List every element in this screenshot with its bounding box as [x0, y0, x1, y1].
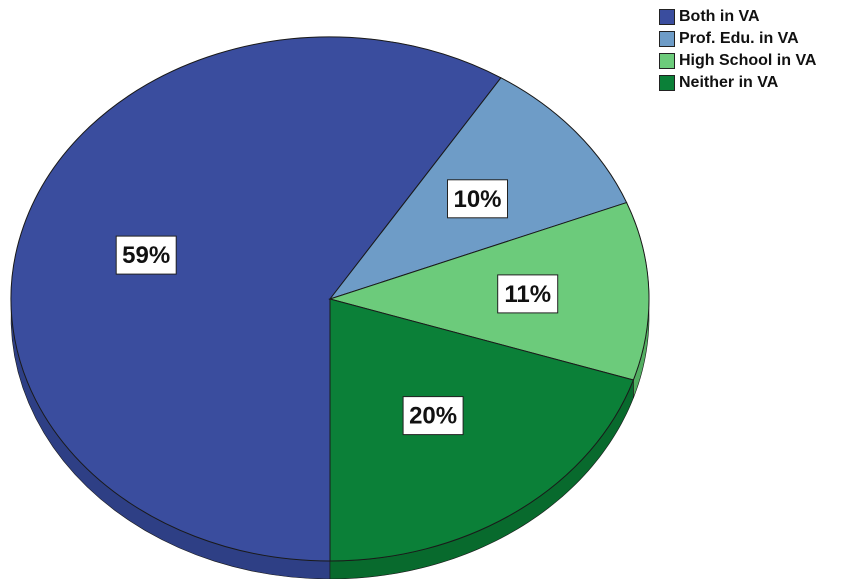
- legend-label: Neither in VA: [679, 74, 779, 91]
- pie-label: 20%: [402, 396, 464, 436]
- pie-slice-0: [10, 36, 502, 562]
- legend-swatch: [659, 9, 675, 25]
- pie-label-group: 59% 10% 11% 20%: [115, 179, 559, 436]
- legend-swatch: [659, 75, 675, 91]
- pie-slice-2: [328, 201, 650, 381]
- legend-item: Neither in VA: [659, 72, 816, 94]
- legend-label: Prof. Edu. in VA: [679, 30, 799, 47]
- pie-label-box: [115, 235, 177, 275]
- legend-item: High School in VA: [659, 50, 816, 72]
- pie-label-text: 10%: [453, 186, 501, 213]
- legend-item: Both in VA: [659, 6, 816, 28]
- pie-label-text: 59%: [122, 242, 170, 269]
- pie-label-box: [497, 274, 559, 314]
- pie-label: 59%: [115, 235, 177, 275]
- legend-swatch: [659, 53, 675, 69]
- pie-label-box: [447, 179, 508, 219]
- legend-label: Both in VA: [679, 8, 760, 25]
- legend-label: High School in VA: [679, 52, 817, 69]
- pie-slice-3: [329, 298, 635, 562]
- pie-slice-group: [10, 36, 650, 562]
- legend: Both in VA Prof. Edu. in VA High School …: [659, 6, 816, 94]
- pie-label-box: [402, 396, 464, 436]
- pie-label-text: 11%: [504, 281, 551, 308]
- pie-label-text: 20%: [409, 403, 457, 430]
- legend-item: Prof. Edu. in VA: [659, 28, 816, 50]
- pie-label: 11%: [497, 274, 559, 314]
- pie-label: 10%: [447, 179, 508, 219]
- legend-swatch: [659, 31, 675, 47]
